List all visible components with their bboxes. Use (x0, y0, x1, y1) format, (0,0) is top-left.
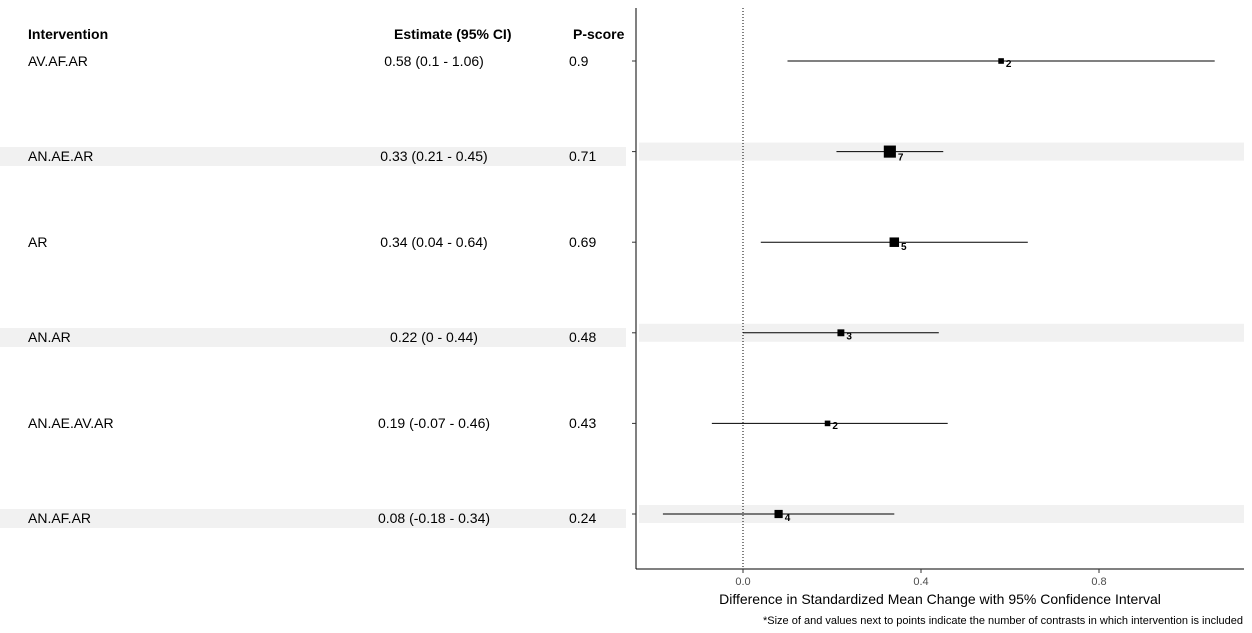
contrast-count-label: 7 (898, 153, 904, 164)
contrast-count-label: 3 (846, 331, 852, 342)
intervention-label: AV.AF.AR (28, 53, 88, 69)
pscore-value: 0.48 (569, 328, 597, 345)
intervention-label: AN.AE.AR (28, 147, 94, 164)
x-tick-label: 0.4 (913, 576, 928, 588)
header-pscore: P-score (573, 26, 625, 42)
estimate-value: 0.22 (0 - 0.44) (390, 328, 478, 345)
pscore-value: 0.9 (569, 53, 589, 69)
intervention-label: AN.AF.AR (28, 510, 92, 526)
contrast-count-label: 4 (785, 513, 791, 524)
row-band (639, 505, 1244, 523)
point-marker (998, 58, 1004, 64)
x-axis-title: Difference in Standardized Mean Change w… (719, 591, 1161, 607)
table-row: AR 0.34 (0.04 - 0.64) 0.69 (0, 233, 626, 252)
pscore-value: 0.43 (569, 415, 597, 432)
row-band (639, 323, 1244, 342)
pscore-value: 0.24 (569, 510, 597, 526)
footnote: *Size of and values next to points indic… (763, 615, 1243, 627)
contrast-count-label: 2 (1006, 59, 1012, 70)
table-row: AN.AF.AR 0.08 (-0.18 - 0.34) 0.24 (0, 509, 626, 528)
x-tick-label: 0.0 (735, 576, 750, 588)
estimate-value: 0.19 (-0.07 - 0.46) (377, 415, 491, 432)
results-table: Intervention Estimate (95% CI) P-score A… (0, 26, 626, 528)
table-row: AN.AE.AV.AR 0.19 (-0.07 - 0.46) 0.43 (0, 414, 626, 433)
point-marker (889, 237, 900, 247)
pscore-value: 0.71 (569, 147, 597, 164)
pscore-value: 0.69 (569, 234, 597, 251)
table-row: AV.AF.AR 0.58 (0.1 - 1.06) 0.9 (0, 52, 626, 71)
estimate-value: 0.58 (0.1 - 1.06) (384, 53, 484, 69)
estimate-value: 0.08 (-0.18 - 0.34) (377, 510, 491, 526)
contrast-count-label: 2 (832, 421, 838, 432)
point-marker (774, 509, 783, 519)
header-intervention: Intervention (28, 26, 109, 42)
table-row: AN.AE.AR 0.33 (0.21 - 0.45) 0.71 (0, 146, 626, 166)
estimate-value: 0.33 (0.21 - 0.45) (380, 147, 488, 164)
point-marker (824, 420, 831, 427)
intervention-label: AN.AR (28, 328, 71, 345)
x-tick-label: 0.8 (1091, 576, 1106, 588)
point-marker (883, 145, 896, 158)
estimate-value: 0.34 (0.04 - 0.64) (380, 234, 488, 251)
contrast-count-label: 5 (901, 242, 907, 253)
intervention-label: AN.AE.AV.AR (28, 415, 114, 432)
table-row: AN.AR 0.22 (0 - 0.44) 0.48 (0, 327, 626, 347)
point-marker (837, 329, 845, 337)
intervention-label: AR (28, 234, 48, 251)
header-estimate: Estimate (95% CI) (394, 26, 512, 42)
